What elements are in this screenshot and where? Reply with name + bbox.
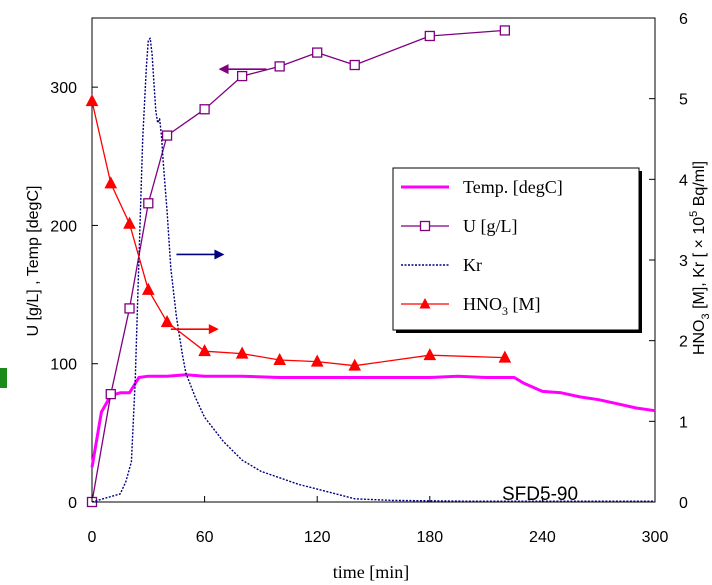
data-point-u <box>124 303 135 314</box>
data-point-u <box>424 30 435 42</box>
arrow-head <box>214 249 225 260</box>
axes: 0 60 120 180 240 300 0 100 200 300 0 1 2 3 4 5 6 <box>50 11 688 546</box>
x-tick-label: 300 <box>642 529 669 546</box>
legend-label-temp: Temp. [degC] <box>463 177 563 197</box>
data-point-u <box>199 104 210 115</box>
x-tick-label: 120 <box>304 529 331 546</box>
x-tick-label: 60 <box>196 529 214 546</box>
x-tick-label: 0 <box>88 529 97 546</box>
data-point-hno3 <box>123 216 136 229</box>
x-tick-label: 180 <box>416 529 443 546</box>
legend-label-kr: Kr <box>463 255 482 275</box>
legend-label-hno3: HNO3 [M] <box>463 294 541 318</box>
legend-label-u: U [g/L] <box>463 216 517 236</box>
data-point-hno3 <box>141 282 155 295</box>
y-left-tick-label: 200 <box>50 218 77 235</box>
data-point-u <box>236 70 248 82</box>
data-point-hno3 <box>104 176 118 189</box>
data-point-u <box>349 59 360 71</box>
data-point-hno3 <box>498 350 512 363</box>
series-line-temp <box>90 373 656 468</box>
y-left-tick-label: 0 <box>68 495 77 512</box>
series-layer <box>85 25 656 508</box>
y-right-tick-label: 2 <box>679 334 688 351</box>
edge-marker <box>0 368 7 388</box>
y-right-tick-label: 5 <box>679 92 688 109</box>
data-point-hno3 <box>423 348 437 361</box>
y-right-tick-label: 0 <box>679 495 688 512</box>
legend: Temp. [degC] U [g/L] Kr HNO3 [M] <box>392 167 642 333</box>
y-axis-right-title: HNO3 [M], Kr [ × 105 Bq/ml] <box>688 161 712 355</box>
legend-marker-u <box>419 220 431 232</box>
arrow-kr <box>176 249 225 260</box>
data-point-u <box>312 47 323 58</box>
data-point-u <box>143 198 154 209</box>
series-line-hno3 <box>91 100 505 367</box>
x-axis-title: time [min] <box>333 562 409 582</box>
data-point-u <box>274 61 285 72</box>
y-right-tick-label: 3 <box>679 253 688 270</box>
arrow-head <box>218 64 229 75</box>
data-point-hno3 <box>348 358 362 371</box>
data-point-hno3 <box>273 352 286 366</box>
arrow-hno3 <box>170 324 219 335</box>
y-right-tick-label: 4 <box>679 172 688 189</box>
y-right-tick-label: 6 <box>679 11 688 28</box>
data-point-hno3 <box>160 315 174 328</box>
legend-box <box>392 167 640 331</box>
data-point-u <box>105 388 116 400</box>
data-point-u <box>161 130 173 141</box>
data-point-hno3 <box>310 354 324 367</box>
y-right-tick-label: 1 <box>679 414 688 431</box>
arrow-u <box>218 64 267 75</box>
data-point-u <box>499 25 511 36</box>
chart-annotation: SFD5-90 <box>502 484 578 505</box>
direction-arrows <box>170 64 267 335</box>
y-axis-left-title: U [g/L] , Temp [degC] <box>25 186 42 337</box>
data-point-hno3 <box>85 94 99 107</box>
series-line-u <box>91 29 505 503</box>
data-point-hno3 <box>235 346 249 359</box>
data-point-hno3 <box>198 344 211 357</box>
x-tick-label: 240 <box>529 529 556 546</box>
y-left-tick-label: 100 <box>50 357 77 374</box>
legend-marker-hno3 <box>419 298 431 309</box>
y-left-tick-label: 300 <box>50 80 77 97</box>
arrow-head <box>208 324 219 335</box>
